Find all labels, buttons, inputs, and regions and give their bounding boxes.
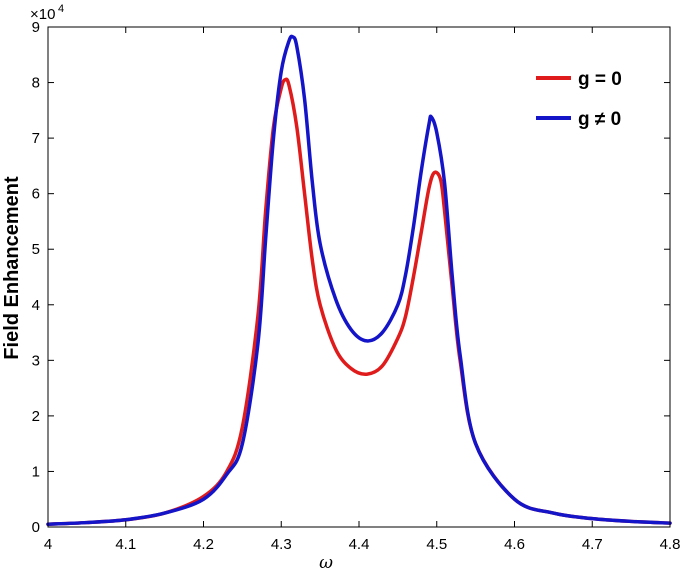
x-tick-label: 4.2 [193, 536, 214, 553]
legend-label-g0: g = 0 [578, 69, 622, 90]
y-tick-label: 5 [32, 241, 40, 258]
x-tick-label: 4.1 [115, 536, 136, 553]
y-tick-label: 2 [32, 408, 40, 425]
x-tick-label: 4.4 [349, 536, 370, 553]
x-tick-label: 4.7 [582, 536, 603, 553]
y-axis-label: Field Enhancement [1, 176, 23, 360]
y-tick-label: 9 [32, 19, 40, 36]
y-exponent-power: 4 [58, 3, 64, 15]
x-tick-label: 4.6 [504, 536, 525, 553]
plot-area [47, 26, 671, 528]
legend-label-gne0: g ≠ 0 [578, 109, 621, 130]
y-tick-label: 1 [32, 463, 40, 480]
y-tick-label: 8 [32, 75, 40, 92]
y-tick-label: 4 [32, 297, 40, 314]
y-tick-label: 6 [32, 186, 40, 203]
axis-tick-labels: 4 4.1 4.2 4.3 4.4 4.5 4.6 4.7 4.8 0 1 2 3 4 5 6 7 8 9 [32, 19, 681, 553]
series-line-gne0 [46, 34, 672, 526]
y-tick-label: 3 [32, 352, 40, 369]
series-lines [46, 34, 672, 526]
legend: g = 0 g ≠ 0 [536, 69, 622, 130]
y-tick-label: 0 [32, 519, 40, 536]
axis-ticks [47, 26, 671, 528]
x-tick-label: 4 [44, 536, 52, 553]
y-tick-label: 7 [32, 130, 40, 147]
x-tick-label: 4.5 [426, 536, 447, 553]
x-tick-label: 4.8 [660, 536, 681, 553]
y-exponent-base: ×10 [30, 6, 55, 23]
x-axis-label: ω [319, 553, 333, 573]
x-tick-label: 4.3 [271, 536, 292, 553]
